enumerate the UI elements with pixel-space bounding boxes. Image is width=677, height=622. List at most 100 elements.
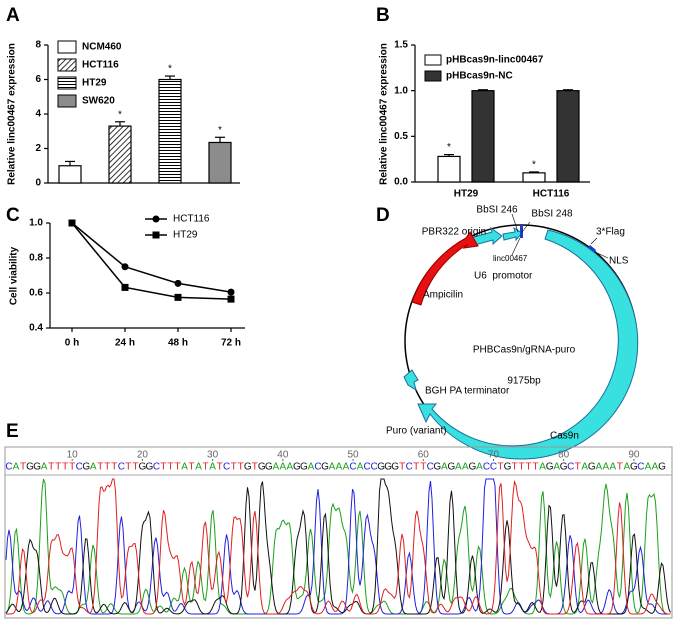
y-tick-label: 2 [35,143,41,154]
panel-label: C [6,205,20,226]
base-call: G [469,462,477,473]
position-label: 60 [418,450,430,461]
base-call: T [497,462,503,473]
base-call: A [602,462,609,473]
panel-label: B [376,5,390,26]
base-call: C [363,462,370,473]
base-call: T [48,462,54,473]
base-call: G [300,462,308,473]
base-call: C [483,462,490,473]
base-call: T [526,462,532,473]
base-call: T [69,462,75,473]
base-call: A [287,462,294,473]
base-call: C [314,462,321,473]
base-call: C [223,462,230,473]
plasmid-feature: PBR322 origin [422,227,486,238]
base-call: A [624,462,631,473]
base-call: T [167,462,173,473]
base-call: A [595,462,602,473]
base-call: A [209,462,216,473]
x-tick-label: HCT116 [533,189,570,200]
legend-swatch [424,54,442,66]
y-tick-label: 6 [35,74,41,85]
plasmid-feature: BbSI 248 [531,209,573,220]
base-call: A [539,462,546,473]
base-call: G [258,462,266,473]
y-tick-label: 8 [35,40,41,51]
base-call: G [377,462,385,473]
base-call: T [518,462,524,473]
base-call: T [174,462,180,473]
base-call: G [139,462,147,473]
legend-swatch [57,40,77,54]
y-tick-label: 0.5 [394,131,408,142]
significance: * [532,160,536,171]
trace [5,478,671,615]
point [152,215,160,223]
base-call: T [132,462,138,473]
plasmid-size: 9175bp [507,376,541,387]
position-label: 70 [488,450,500,461]
point [227,288,235,296]
y-tick-label: 0.6 [29,288,43,299]
base-call: T [188,462,194,473]
base-call: T [217,462,223,473]
y-tick-label: 0.0 [394,177,408,188]
panel-label: A [6,5,20,26]
y-tick-label: 0.8 [29,253,43,264]
plasmid-feature: 3*Flag [596,227,625,238]
base-call: C [349,462,356,473]
y-tick-label: 1.0 [394,85,408,96]
significance: * [447,142,451,153]
base-call: G [82,462,90,473]
base-call: A [441,462,448,473]
significance: * [168,64,172,75]
point [121,283,129,291]
position-label: 30 [207,450,219,461]
base-call: G [447,462,455,473]
base-call: T [125,462,131,473]
plasmid-feature: linc00467 [493,254,528,263]
plasmid-map [403,213,639,460]
base-call: G [293,462,301,473]
base-call: A [609,462,616,473]
base-call: T [533,462,539,473]
bar [208,141,232,184]
legend-label: HT29 [82,78,107,89]
base-call: C [153,462,160,473]
point [174,279,182,287]
bar [556,90,580,183]
legend-label: HT29 [173,230,198,241]
base-call: A [357,462,364,473]
plasmid-feature: Cas9n [550,431,579,442]
base-call: G [433,462,441,473]
x-tick-label: 0 h [65,338,79,349]
base-call: T [55,462,61,473]
base-call: C [370,462,377,473]
base-call: T [231,462,237,473]
position-label: 80 [558,450,570,461]
legend-label: HCT116 [173,214,210,225]
point [121,263,129,271]
legend-label: pHBcas9n-NC [446,71,513,82]
plasmid-name: PHBCas9n/gRNA-puro [473,345,576,356]
base-call: G [504,462,512,473]
base-call: T [238,462,244,473]
base-call: C [76,462,83,473]
point [68,219,76,227]
y-tick-label: 1.0 [29,218,43,229]
y-tick-label: 1.5 [394,40,408,51]
base-call: A [462,462,469,473]
legend-swatch [57,94,77,108]
significance: * [218,125,222,136]
point [227,295,235,303]
base-call: A [195,462,202,473]
position-label: 40 [277,450,289,461]
base-call: A [308,462,315,473]
chromatogram-frame [4,446,673,619]
base-call: C [490,462,497,473]
base-call: A [581,462,588,473]
position-label: 90 [628,450,640,461]
base-call: T [20,462,26,473]
base-call: G [658,462,666,473]
